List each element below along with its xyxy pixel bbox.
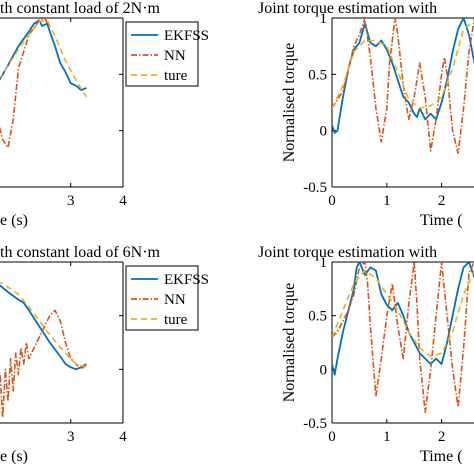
x-tick-label: 2 xyxy=(438,429,446,445)
x-tick-label: 1 xyxy=(383,193,391,209)
legend-label-ekfss: EKFSS xyxy=(164,28,209,44)
x-tick-label: 3 xyxy=(67,429,75,445)
y-tick-label: 0 xyxy=(320,362,328,378)
series-line-ture xyxy=(332,269,474,358)
series-line-ture xyxy=(0,281,87,368)
y-tick-label: -0.5 xyxy=(303,416,327,432)
chart-panel-top-left: 3 4 th constant load of 2N·m e (s) EKFSS NN tu… xyxy=(0,0,209,229)
y-tick-label: 0.5 xyxy=(308,309,327,325)
y-axis-label: Normalised torque xyxy=(281,283,298,403)
chart-title: th constant load of 6N·m xyxy=(0,244,161,261)
chart-title: th constant load of 2N·m xyxy=(0,0,161,17)
x-axis-label: Time ( xyxy=(420,212,463,229)
x-axis-label: e (s) xyxy=(0,448,28,465)
series-line-ture xyxy=(0,19,88,98)
y-tick-label: 1 xyxy=(320,255,328,271)
series-line-ekfss xyxy=(0,19,87,91)
legend-box xyxy=(125,265,199,331)
series-line-nn xyxy=(332,18,474,154)
legend-label-ture: ture xyxy=(164,68,188,84)
chart-panel-bottom-left: 3 4 th constant load of 6N·m e (s) EKFSS NN tu… xyxy=(0,244,209,465)
y-axis-label: Normalised torque xyxy=(281,43,298,163)
chart-title: Joint torque estimation with xyxy=(258,0,437,17)
series-line-nn xyxy=(0,309,87,419)
series-line-nn xyxy=(332,262,474,414)
y-tick-label: 1 xyxy=(320,11,328,27)
legend-label-ekfss: EKFSS xyxy=(164,272,209,288)
legend-box xyxy=(125,21,199,87)
x-axis-label: e (s) xyxy=(0,212,28,229)
series-line-ekfss xyxy=(332,262,474,376)
y-tick-label: -0.5 xyxy=(303,180,327,196)
y-tick-label: 0.5 xyxy=(308,67,327,83)
x-tick-label: 1 xyxy=(383,429,391,445)
x-axis-label: Time ( xyxy=(420,448,463,465)
x-tick-label: 0 xyxy=(328,429,336,445)
series-line-ture xyxy=(332,19,474,109)
x-tick-label: 0 xyxy=(328,193,336,209)
x-tick-label: 4 xyxy=(119,193,127,209)
series-line-nn xyxy=(0,18,51,149)
legend-label-nn: NN xyxy=(164,292,186,308)
legend-label-ture: ture xyxy=(164,312,188,328)
legend-label-nn: NN xyxy=(164,48,186,64)
chart-title: Joint torque estimation with xyxy=(258,244,437,261)
y-tick-label: 0 xyxy=(320,124,328,140)
x-tick-label: 3 xyxy=(67,193,75,209)
series-line-ekfss xyxy=(0,284,87,371)
x-tick-label: 4 xyxy=(119,429,127,445)
x-tick-label: 2 xyxy=(438,193,446,209)
